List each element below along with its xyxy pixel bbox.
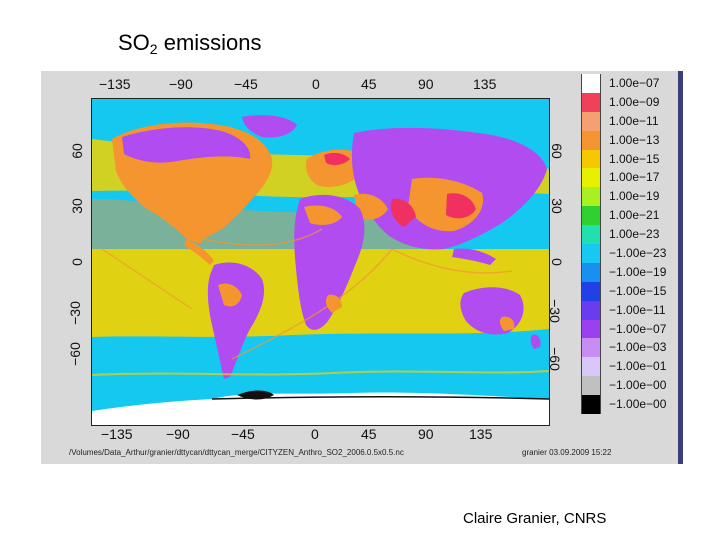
world-map-svg <box>92 99 549 425</box>
ship-track <box>391 248 513 274</box>
north-america-north <box>122 127 251 163</box>
colorbar-label: −1.00e−00 <box>609 397 667 412</box>
title-main: SO <box>118 30 150 55</box>
colorbar-swatch <box>581 168 601 188</box>
australia-hotspot <box>499 316 515 331</box>
colorbar-label: −1.00e−03 <box>609 340 667 355</box>
lat-tick-left: −30 <box>66 301 83 325</box>
colorbar-label: 1.00e−23 <box>609 227 660 242</box>
lon-tick-top: 0 <box>312 76 320 92</box>
antarctica <box>92 392 549 425</box>
ship-track <box>201 228 323 246</box>
emissions-map-figure: −135 −90 −45 0 45 90 135 −135 −90 −45 0 … <box>41 71 683 464</box>
lat-tick-left: 30 <box>68 198 85 214</box>
lon-tick-top: 45 <box>361 76 377 92</box>
file-path-footer: /Volumes/Data_Arthur/granier/dttycan/dtt… <box>69 448 404 457</box>
asia-emission-region <box>408 177 484 232</box>
southern-ocean-track <box>92 370 549 376</box>
colorbar-swatch <box>581 244 601 263</box>
colorbar-swatch <box>581 74 601 93</box>
middle-east <box>354 193 388 220</box>
colorbar-swatch <box>581 206 601 226</box>
colorbar-swatch <box>581 225 601 245</box>
colorbar-swatch <box>581 92 601 112</box>
colorbar-label: 1.00e−15 <box>609 151 660 166</box>
central-america <box>184 239 214 265</box>
colorbar-label: −1.00e−19 <box>609 264 667 279</box>
new-zealand <box>530 334 541 349</box>
colorbar-swatch <box>581 319 601 339</box>
colorbar-swatch <box>581 281 601 301</box>
ship-track <box>231 248 393 360</box>
colorbar-label: 1.00e−11 <box>609 113 659 128</box>
ship-track <box>101 248 193 310</box>
colorbar-swatch <box>581 130 601 150</box>
lon-tick-bottom: −135 <box>101 426 133 442</box>
colorbar-swatch <box>581 357 601 377</box>
lon-tick-top: 135 <box>473 76 497 92</box>
lat-tick-left: −60 <box>66 342 83 366</box>
lon-tick-bottom: 0 <box>311 426 319 442</box>
colorbar-swatch <box>581 338 601 358</box>
colorbar-label: 1.00e−07 <box>609 76 660 90</box>
lat-tick-right: 30 <box>548 198 565 214</box>
lon-tick-top: −45 <box>234 76 258 92</box>
india-hotspot <box>390 198 416 227</box>
lat-tick-right: 0 <box>548 258 565 266</box>
china-hotspot <box>446 193 476 219</box>
colorbar-label: 1.00e−17 <box>609 170 660 185</box>
lon-tick-top: 90 <box>418 76 434 92</box>
indonesia <box>452 248 496 265</box>
colorbar-label: −1.00e−01 <box>609 359 667 374</box>
north-africa <box>304 205 342 225</box>
colorbar-label: 1.00e−09 <box>609 94 660 109</box>
lon-tick-bottom: 90 <box>418 426 434 442</box>
slide-title: SO2 emissions <box>118 30 262 57</box>
colorbar-label: 1.00e−21 <box>609 208 660 223</box>
colorbar-swatch <box>581 376 601 396</box>
lon-tick-top: −135 <box>99 76 131 92</box>
colorbar-swatch <box>581 262 601 282</box>
colorbar-label: −1.00e−11 <box>609 302 666 317</box>
lon-tick-bottom: 45 <box>361 426 377 442</box>
lon-tick-top: −90 <box>169 76 193 92</box>
colorbar-label: −1.00e−15 <box>609 283 667 298</box>
lon-tick-bottom: 135 <box>469 426 493 442</box>
colorbar-swatch <box>581 395 601 415</box>
lat-tick-right: 60 <box>548 143 565 159</box>
antarctica-coastline <box>211 395 549 400</box>
africa <box>294 194 365 330</box>
colorbar-label: 1.00e−19 <box>609 189 660 204</box>
europe-hotspot <box>324 152 350 166</box>
colorbar-swatch <box>581 149 601 169</box>
title-subscript: 2 <box>149 41 158 57</box>
greenland <box>242 115 297 138</box>
colorbar-label: −1.00e−23 <box>609 246 667 261</box>
colorbar-label: −1.00e−00 <box>609 378 667 393</box>
title-rest: emissions <box>157 30 262 55</box>
lat-tick-left: 60 <box>68 143 85 159</box>
lon-tick-bottom: −90 <box>166 426 190 442</box>
colorbar-swatch <box>581 111 601 131</box>
credit-text: Claire Granier, CNRS <box>463 510 607 527</box>
colorbar-label: 1.00e−13 <box>609 132 660 147</box>
figure-right-border <box>678 71 683 464</box>
timestamp-footer: granier 03.09.2009 15:22 <box>522 448 612 457</box>
colorbar-swatch <box>581 187 601 207</box>
south-america-hotspot <box>218 283 242 307</box>
lat-tick-left: 0 <box>68 258 85 266</box>
world-map <box>91 98 550 426</box>
colorbar-label: −1.00e−07 <box>609 321 667 336</box>
colorbar-swatch <box>581 300 601 320</box>
lon-tick-bottom: −45 <box>231 426 255 442</box>
